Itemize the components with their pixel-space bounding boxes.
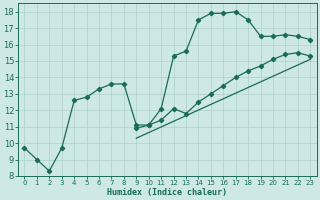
X-axis label: Humidex (Indice chaleur): Humidex (Indice chaleur) [108,188,228,197]
